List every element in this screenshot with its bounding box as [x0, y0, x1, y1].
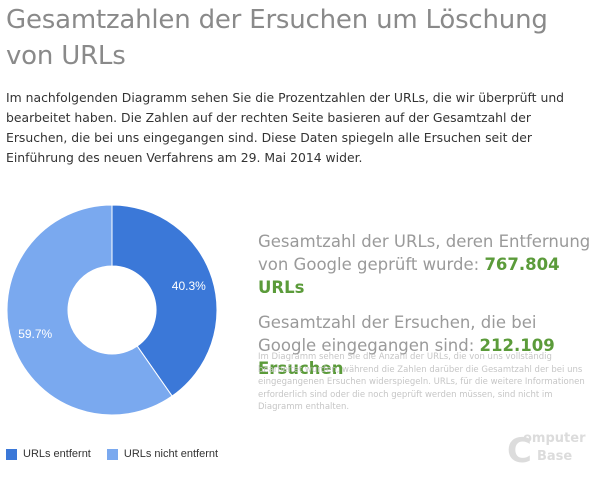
- chart-legend: URLs entfernt URLs nicht entfernt: [6, 448, 234, 460]
- computerbase-logo: C omputer Base: [507, 431, 586, 470]
- urls-stat: Gesamtzahl der URLs, deren Entfernung vo…: [258, 230, 593, 299]
- legend-label-not-removed: URLs nicht entfernt: [123, 448, 219, 460]
- data-label-not-removed: 59.7%: [18, 327, 52, 341]
- logo-line2: Base: [537, 449, 572, 464]
- requests-stat-value: 212.109 Ersuchen: [258, 336, 555, 378]
- urls-stat-value: 767.804 URLs: [258, 255, 560, 297]
- chart-footnote: Im Diagramm sehen Sie die Anzahl der URL…: [258, 352, 585, 412]
- legend-item-not-removed: URLs nicht entfernt: [106, 448, 219, 460]
- page-title: Gesamtzahlen der Ersuchen um Löschung vo…: [6, 5, 548, 71]
- intro-paragraph: Im nachfolgenden Diagramm sehen Sie die …: [6, 90, 565, 165]
- data-label-removed: 40.3%: [172, 279, 206, 293]
- requests-stat-label: Gesamtzahl der Ersuchen, die bei Google …: [258, 313, 537, 355]
- slice-removed: [111, 204, 218, 397]
- donut-chart: 40.3% 59.7%: [6, 204, 218, 416]
- logo-initial: C: [507, 431, 532, 470]
- slice-not-removed: [6, 204, 173, 416]
- legend-item-removed: URLs entfernt: [6, 448, 91, 460]
- legend-swatch-not-removed: [106, 448, 118, 460]
- requests-stat: Gesamtzahl der Ersuchen, die bei Google …: [258, 311, 593, 380]
- stats-panel: Gesamtzahl der URLs, deren Entfernung vo…: [258, 230, 593, 392]
- logo-line1: omputer: [523, 431, 586, 446]
- urls-stat-label: Gesamtzahl der URLs, deren Entfernung vo…: [258, 232, 591, 274]
- legend-label-removed: URLs entfernt: [23, 448, 91, 460]
- legend-swatch-removed: [6, 448, 17, 460]
